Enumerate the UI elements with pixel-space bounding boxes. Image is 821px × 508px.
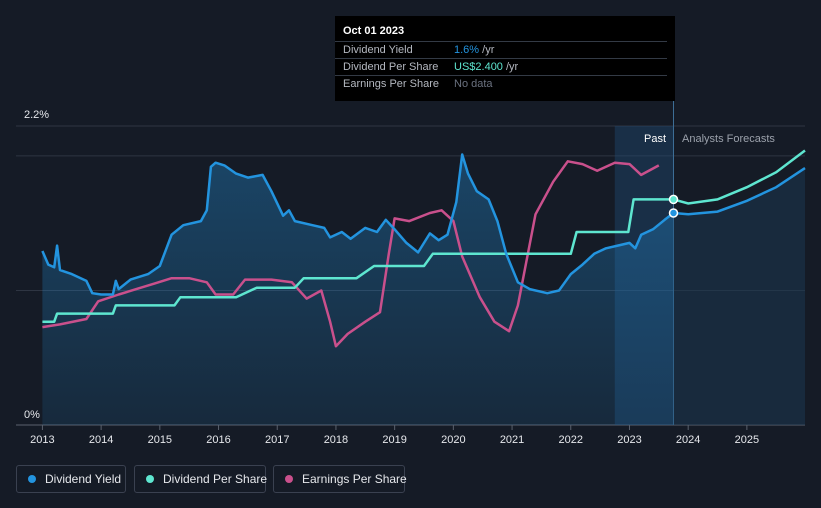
dividend-yield-line	[41, 153, 675, 296]
x-tick-label: 2019	[382, 434, 406, 446]
y-tick-top: 2.2%	[24, 109, 49, 121]
x-tick-label: 2015	[148, 434, 172, 446]
x-tick-label: 2024	[676, 434, 700, 446]
legend-item-earnings-per-share[interactable]: Earnings Per Share	[273, 465, 407, 493]
tooltip-label: Dividend Yield	[343, 44, 413, 56]
x-tick-label: 2016	[206, 434, 230, 446]
zone-label-forecast: Analysts Forecasts	[682, 133, 775, 145]
tooltip-label: Dividend Per Share	[343, 61, 439, 73]
tooltip-value: US$2.400 /yr	[454, 61, 519, 73]
legend-item-dividend-yield[interactable]: Dividend Yield	[16, 465, 126, 493]
y-tick-bottom: 0%	[24, 409, 40, 421]
dividend-per-share-forecast-line	[673, 149, 806, 205]
hover-tooltip: Oct 01 2023 Dividend Yield 1.6% /yr Divi…	[335, 16, 675, 101]
zone-label-past: Past	[644, 133, 666, 145]
x-tick-label: 2018	[324, 434, 348, 446]
legend-dot-icon	[285, 475, 293, 483]
tooltip-value: No data	[454, 78, 493, 90]
dividend-yield-marker	[668, 208, 679, 218]
tooltip-date: Oct 01 2023	[343, 25, 405, 37]
tooltip-label: Earnings Per Share	[343, 78, 439, 90]
legend-dot-icon	[28, 475, 36, 483]
x-tick-label: 2021	[500, 434, 524, 446]
dividend-yield-forecast-area	[673, 168, 805, 425]
dividend-per-share-marker	[668, 194, 679, 205]
legend-dot-icon	[146, 475, 154, 483]
dividend-per-share-line	[42, 198, 674, 323]
tooltip-row-dividend-per-share: Dividend Per Share US$2.400 /yr	[335, 58, 667, 76]
dividend-yield-forecast-line	[673, 167, 806, 216]
tooltip-value: 1.6% /yr	[454, 44, 495, 56]
x-tick-label: 2013	[30, 434, 54, 446]
x-tick-label: 2014	[89, 434, 113, 446]
x-tick-label: 2023	[617, 434, 641, 446]
x-tick-label: 2017	[265, 434, 289, 446]
x-tick-label: 2025	[735, 434, 759, 446]
x-tick-label: 2022	[559, 434, 583, 446]
x-tick-label: 2020	[441, 434, 465, 446]
hover-markers	[668, 194, 679, 218]
tooltip-row-earnings-per-share: Earnings Per Share No data	[335, 75, 667, 93]
series-lines	[41, 149, 806, 425]
earnings-per-share-line	[42, 160, 660, 348]
axis-labels: 2.2% 0% Past Analysts Forecasts 2013 2014…	[24, 109, 775, 446]
legend-item-dividend-per-share[interactable]: Dividend Per Share	[134, 465, 267, 493]
tooltip-row-dividend-yield: Dividend Yield 1.6% /yr	[335, 41, 667, 59]
